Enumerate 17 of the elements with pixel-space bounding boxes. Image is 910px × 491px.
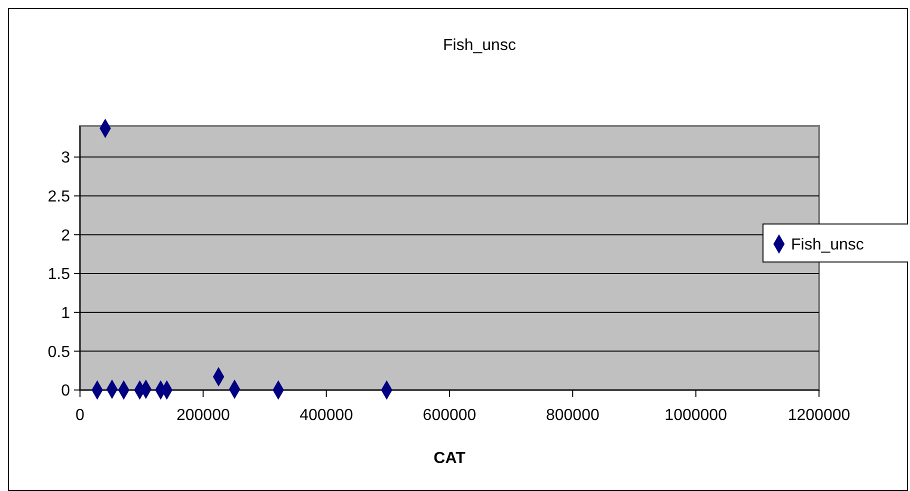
chart-title: Fish_unsc <box>443 37 516 54</box>
x-axis-title: CAT <box>434 450 466 467</box>
legend-label: Fish_unsc <box>791 236 864 254</box>
y-tick-label: 1 <box>61 304 70 322</box>
y-tick-label: 2 <box>61 227 70 244</box>
x-tick-label: 1200000 <box>788 407 850 424</box>
y-tick-label: 0 <box>61 382 70 400</box>
y-tick-label: 3 <box>61 150 70 167</box>
y-tick-label: 0.5 <box>48 344 70 361</box>
x-tick-label: 1000000 <box>664 407 728 424</box>
y-tick-label: 1.5 <box>48 266 70 284</box>
x-tick-label: 600000 <box>422 407 476 424</box>
x-tick-label: 200000 <box>176 407 230 424</box>
y-tick-label: 2.5 <box>48 188 70 206</box>
x-tick-label: 400000 <box>300 407 354 424</box>
x-tick-label: 0 <box>76 407 85 424</box>
x-tick-label: 800000 <box>546 407 600 424</box>
